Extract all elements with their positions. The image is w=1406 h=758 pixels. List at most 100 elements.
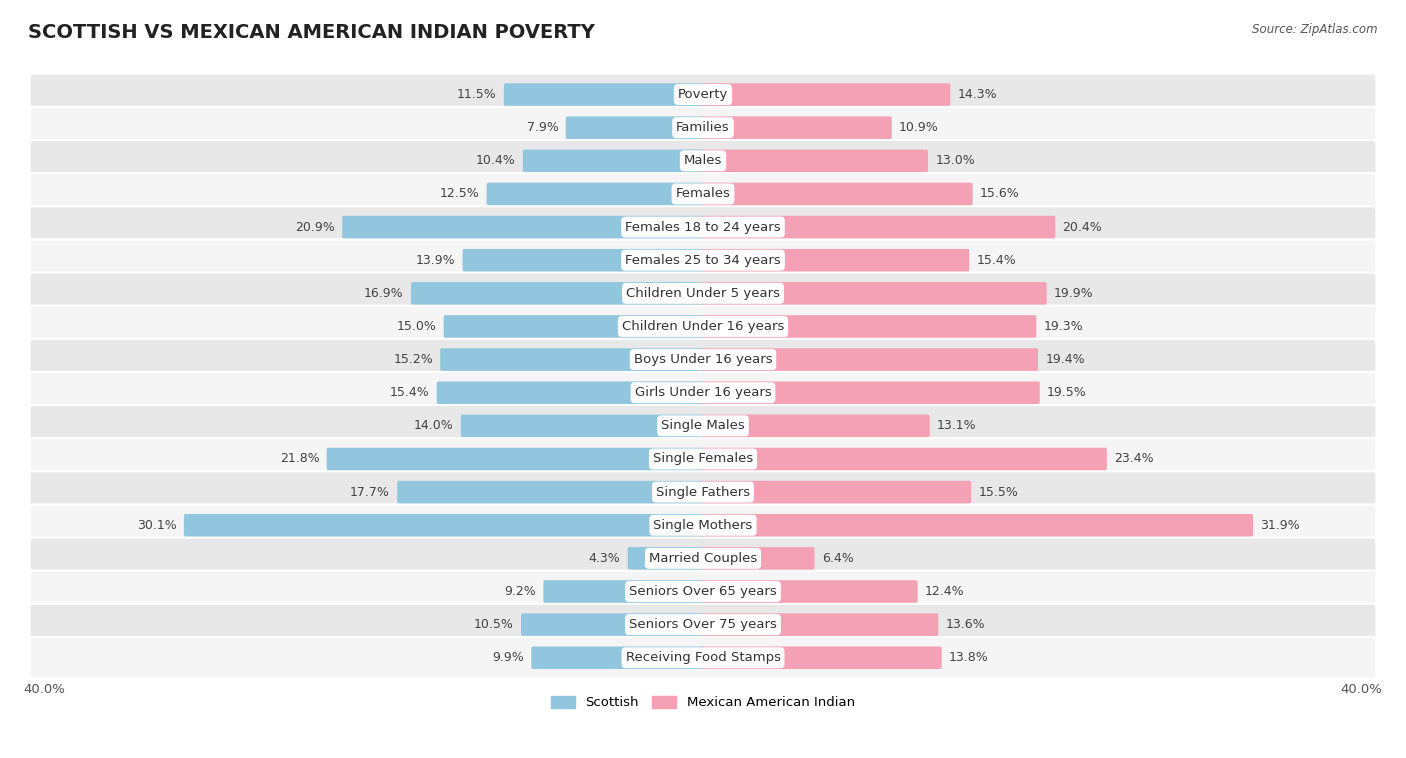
Text: Seniors Over 65 years: Seniors Over 65 years [628, 585, 778, 598]
Text: 40.0%: 40.0% [1340, 683, 1382, 696]
FancyBboxPatch shape [486, 183, 704, 205]
FancyBboxPatch shape [565, 117, 704, 139]
FancyBboxPatch shape [30, 272, 1376, 315]
FancyBboxPatch shape [326, 448, 704, 470]
Legend: Scottish, Mexican American Indian: Scottish, Mexican American Indian [546, 691, 860, 715]
Text: 14.3%: 14.3% [957, 88, 997, 101]
Text: Single Fathers: Single Fathers [657, 486, 749, 499]
Text: Boys Under 16 years: Boys Under 16 years [634, 353, 772, 366]
FancyBboxPatch shape [30, 140, 1376, 182]
FancyBboxPatch shape [702, 647, 942, 669]
FancyBboxPatch shape [30, 173, 1376, 215]
Text: 13.1%: 13.1% [936, 419, 977, 432]
FancyBboxPatch shape [702, 547, 814, 569]
FancyBboxPatch shape [702, 183, 973, 205]
Text: Females 25 to 34 years: Females 25 to 34 years [626, 254, 780, 267]
Text: 9.2%: 9.2% [505, 585, 536, 598]
Text: Seniors Over 75 years: Seniors Over 75 years [628, 618, 778, 631]
FancyBboxPatch shape [30, 471, 1376, 513]
FancyBboxPatch shape [531, 647, 704, 669]
Text: 15.5%: 15.5% [979, 486, 1018, 499]
Text: Children Under 5 years: Children Under 5 years [626, 287, 780, 300]
Text: Males: Males [683, 155, 723, 168]
FancyBboxPatch shape [702, 349, 1038, 371]
FancyBboxPatch shape [396, 481, 704, 503]
FancyBboxPatch shape [702, 216, 1056, 238]
FancyBboxPatch shape [30, 74, 1376, 115]
Text: 15.6%: 15.6% [980, 187, 1019, 200]
FancyBboxPatch shape [184, 514, 704, 537]
FancyBboxPatch shape [503, 83, 704, 106]
Text: 7.9%: 7.9% [527, 121, 558, 134]
Text: 19.4%: 19.4% [1045, 353, 1085, 366]
Text: 13.0%: 13.0% [935, 155, 974, 168]
Text: 19.5%: 19.5% [1047, 387, 1087, 399]
Text: 17.7%: 17.7% [350, 486, 389, 499]
Text: 15.0%: 15.0% [396, 320, 436, 333]
FancyBboxPatch shape [702, 83, 950, 106]
Text: 19.3%: 19.3% [1043, 320, 1083, 333]
FancyBboxPatch shape [702, 282, 1046, 305]
Text: Single Mothers: Single Mothers [654, 518, 752, 532]
FancyBboxPatch shape [437, 381, 704, 404]
FancyBboxPatch shape [523, 149, 704, 172]
FancyBboxPatch shape [702, 580, 918, 603]
Text: 15.2%: 15.2% [394, 353, 433, 366]
FancyBboxPatch shape [463, 249, 704, 271]
FancyBboxPatch shape [30, 240, 1376, 281]
FancyBboxPatch shape [342, 216, 704, 238]
Text: 20.9%: 20.9% [295, 221, 335, 233]
Text: 10.9%: 10.9% [898, 121, 939, 134]
Text: Families: Families [676, 121, 730, 134]
FancyBboxPatch shape [444, 315, 704, 338]
FancyBboxPatch shape [702, 149, 928, 172]
Text: 12.4%: 12.4% [925, 585, 965, 598]
Text: 30.1%: 30.1% [136, 518, 177, 532]
Text: 13.8%: 13.8% [949, 651, 988, 664]
Text: Source: ZipAtlas.com: Source: ZipAtlas.com [1253, 23, 1378, 36]
FancyBboxPatch shape [461, 415, 704, 437]
FancyBboxPatch shape [702, 117, 891, 139]
Text: 40.0%: 40.0% [24, 683, 66, 696]
Text: 14.0%: 14.0% [413, 419, 454, 432]
Text: 13.9%: 13.9% [416, 254, 456, 267]
Text: SCOTTISH VS MEXICAN AMERICAN INDIAN POVERTY: SCOTTISH VS MEXICAN AMERICAN INDIAN POVE… [28, 23, 595, 42]
Text: 21.8%: 21.8% [280, 453, 319, 465]
Text: 12.5%: 12.5% [440, 187, 479, 200]
Text: 23.4%: 23.4% [1114, 453, 1154, 465]
Text: 9.9%: 9.9% [492, 651, 524, 664]
Text: 10.5%: 10.5% [474, 618, 513, 631]
FancyBboxPatch shape [30, 372, 1376, 414]
Text: 20.4%: 20.4% [1063, 221, 1102, 233]
FancyBboxPatch shape [627, 547, 704, 569]
Text: 19.9%: 19.9% [1054, 287, 1094, 300]
Text: Females 18 to 24 years: Females 18 to 24 years [626, 221, 780, 233]
Text: 31.9%: 31.9% [1260, 518, 1301, 532]
FancyBboxPatch shape [30, 571, 1376, 612]
Text: 15.4%: 15.4% [389, 387, 429, 399]
FancyBboxPatch shape [30, 637, 1376, 678]
FancyBboxPatch shape [30, 305, 1376, 347]
Text: 15.4%: 15.4% [977, 254, 1017, 267]
Text: 4.3%: 4.3% [589, 552, 620, 565]
Text: Children Under 16 years: Children Under 16 years [621, 320, 785, 333]
FancyBboxPatch shape [30, 504, 1376, 546]
FancyBboxPatch shape [702, 514, 1253, 537]
FancyBboxPatch shape [440, 349, 704, 371]
FancyBboxPatch shape [30, 339, 1376, 381]
Text: Poverty: Poverty [678, 88, 728, 101]
Text: 6.4%: 6.4% [821, 552, 853, 565]
FancyBboxPatch shape [30, 438, 1376, 480]
FancyBboxPatch shape [702, 613, 938, 636]
FancyBboxPatch shape [30, 107, 1376, 149]
FancyBboxPatch shape [543, 580, 704, 603]
Text: Married Couples: Married Couples [650, 552, 756, 565]
FancyBboxPatch shape [702, 415, 929, 437]
Text: 11.5%: 11.5% [457, 88, 496, 101]
Text: Receiving Food Stamps: Receiving Food Stamps [626, 651, 780, 664]
Text: Females: Females [675, 187, 731, 200]
FancyBboxPatch shape [702, 249, 969, 271]
FancyBboxPatch shape [30, 537, 1376, 579]
FancyBboxPatch shape [411, 282, 704, 305]
FancyBboxPatch shape [30, 604, 1376, 646]
